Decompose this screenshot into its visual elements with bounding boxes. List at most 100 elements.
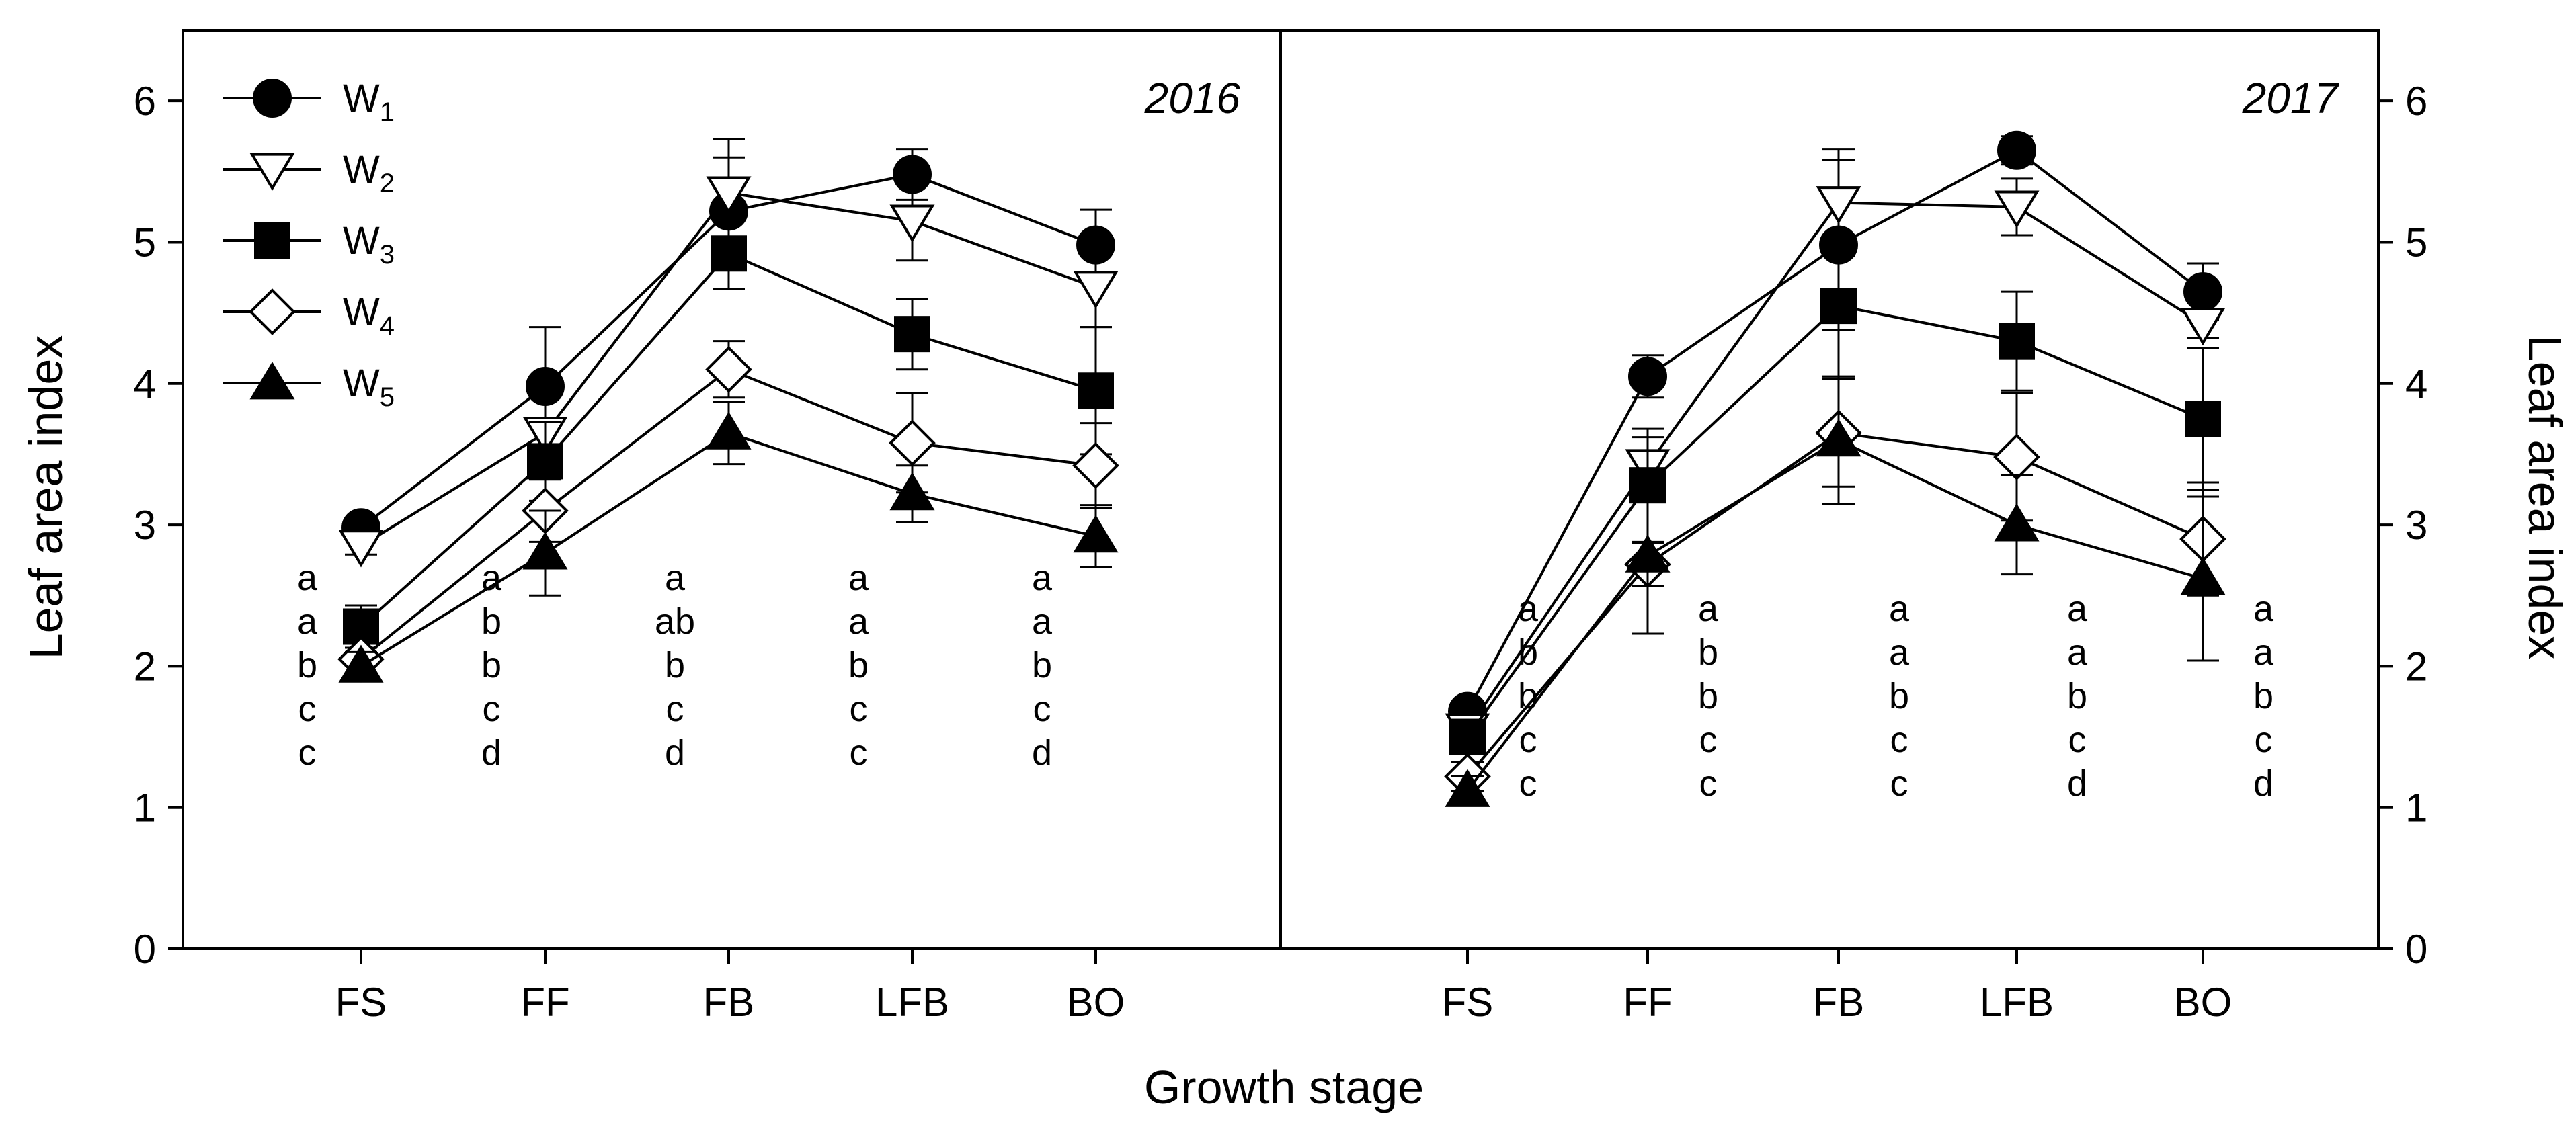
significance-letter: a [848,558,869,598]
significance-letter: a [848,601,869,642]
data-point [522,532,568,570]
y-tick-label: 5 [134,220,156,265]
x-axis-label: Growth stage [1144,1061,1424,1113]
data-point [1449,718,1486,755]
significance-letter: c [298,732,317,773]
significance-letter: b [2253,676,2273,716]
data-point [1073,271,1119,309]
series-W5 [338,401,1119,683]
data-point [889,204,935,243]
significance-letter: a [1889,589,1910,629]
significance-letter: b [1698,676,1718,716]
significance-letter: d [481,732,501,773]
legend-entry-W2: W2 [223,148,395,198]
data-point [889,472,935,511]
significance-letter: a [1518,589,1539,629]
legend-label: W2 [343,148,395,198]
significance-letter: a [2067,632,2088,673]
significance-letter: b [1032,645,1052,685]
y-tick-label: 0 [2405,927,2427,972]
legend-marker [249,153,295,191]
significance-letter: ab [655,601,695,642]
legend-label: W3 [343,219,395,269]
data-point [338,530,384,568]
legend: W1 W2 W3 W4 W5 [223,77,395,412]
significance-letter: a [665,558,686,598]
legend-label: W5 [343,362,395,412]
data-point [1999,323,2035,360]
legend-marker [249,362,295,400]
significance-letter: c [2068,720,2087,760]
y-tick-label: 4 [134,362,156,407]
data-point [1073,514,1119,553]
data-point [711,235,747,272]
y-tick-label: 5 [2405,220,2427,265]
significance-letter: c [1699,763,1718,804]
significance-letter: a [297,558,318,598]
legend-entry-W1: W1 [223,77,395,127]
legend-marker [253,79,292,118]
y-tick-label: 0 [134,927,156,972]
data-point [1994,503,2040,542]
significance-letter: a [1698,589,1719,629]
significance-letter: b [1889,676,1909,716]
significance-letter: b [481,601,501,642]
plot-frame [1279,29,2380,950]
data-point [2180,557,2226,595]
y-axis-label-left: Leaf area index [19,335,72,660]
significance-letter: c [1519,720,1537,760]
significance-letter: a [2067,589,2088,629]
significance-letter: b [1698,632,1718,673]
legend-label: W4 [343,290,395,341]
x-tick-label: BO [1067,980,1125,1025]
significance-letter: a [1032,601,1053,642]
series-W4 [1444,378,2226,800]
significance-letter: a [297,601,318,642]
significance-letter: b [2067,676,2087,716]
x-tick-label: FS [335,980,387,1025]
significance-letter: d [1032,732,1052,773]
data-point [1820,288,1857,325]
significance-letter: a [481,558,502,598]
series-W5 [1445,375,2226,807]
data-point [1628,357,1667,396]
y-tick-label: 6 [134,79,156,124]
x-tick-label: LFB [1980,980,2054,1025]
significance-letter: a [2253,632,2274,673]
significance-letter: c [298,689,317,729]
data-point [527,443,563,480]
significance-letter: b [481,645,501,685]
significance-letter: c [850,689,868,729]
significance-letter: c [850,732,868,773]
data-point [894,316,930,353]
significance-letter: d [665,732,685,773]
legend-label: W1 [343,77,395,127]
y-tick-label: 1 [134,786,156,831]
x-tick-label: FF [520,980,569,1025]
significance-letter: c [1699,720,1718,760]
significance-letter: a [2253,589,2274,629]
x-tick-label: FB [703,980,755,1025]
panel-title: 2016 [1144,74,1241,122]
significance-letter: c [483,689,501,729]
data-point [1816,418,1861,457]
x-tick-label: BO [2174,980,2232,1025]
significance-letter: c [1890,763,1908,804]
significance-letter: c [666,689,684,729]
x-tick-label: FB [1813,980,1865,1025]
data-point [2180,308,2226,346]
data-point [889,419,936,466]
y-tick-label: 4 [2405,362,2427,407]
legend-entry-W4: W4 [223,288,395,341]
panel-title: 2017 [2242,74,2340,122]
x-tick-label: FF [1623,980,1672,1025]
data-point [1445,769,1490,807]
y-tick-label: 6 [2405,79,2427,124]
data-point [706,411,752,450]
legend-marker [254,222,290,259]
significance-letter: d [2067,763,2087,804]
